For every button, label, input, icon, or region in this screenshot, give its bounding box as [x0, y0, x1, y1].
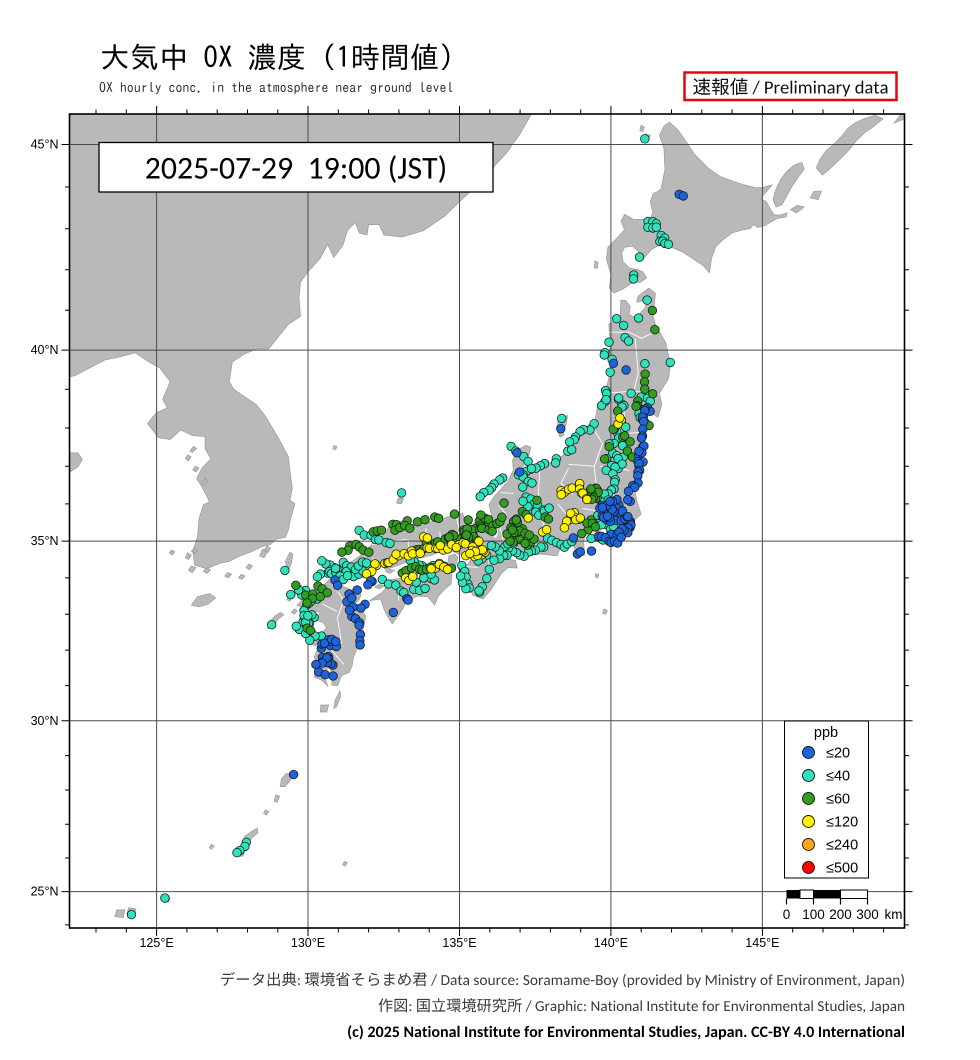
svg-text:145°E: 145°E	[745, 936, 779, 950]
svg-text:≤120: ≤120	[826, 815, 858, 831]
svg-text:130°E: 130°E	[291, 936, 325, 950]
svg-text:45°N: 45°N	[31, 138, 59, 152]
svg-text:ppb: ppb	[814, 725, 838, 741]
svg-text:≤40: ≤40	[826, 769, 850, 785]
svg-text:≤240: ≤240	[826, 838, 858, 854]
svg-text:200: 200	[829, 907, 852, 922]
svg-text:140°E: 140°E	[594, 936, 628, 950]
svg-text:135°E: 135°E	[442, 936, 476, 950]
svg-text:35°N: 35°N	[31, 534, 59, 548]
svg-text:100: 100	[802, 907, 825, 922]
svg-text:≤500: ≤500	[826, 861, 858, 877]
svg-text:30°N: 30°N	[31, 714, 59, 728]
svg-text:0: 0	[783, 907, 791, 922]
svg-text:≤60: ≤60	[826, 792, 850, 808]
svg-text:25°N: 25°N	[31, 885, 59, 899]
svg-text:40°N: 40°N	[31, 343, 59, 357]
svg-text:km: km	[885, 907, 903, 922]
svg-text:125°E: 125°E	[139, 936, 173, 950]
svg-text:≤20: ≤20	[826, 746, 850, 762]
svg-text:300: 300	[856, 907, 879, 922]
